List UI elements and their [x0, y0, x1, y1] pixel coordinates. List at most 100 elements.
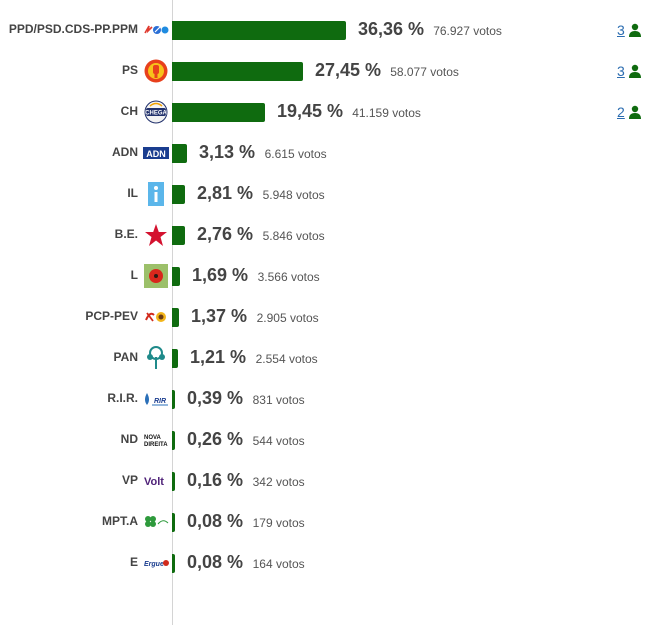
- party-name: ADN: [112, 145, 138, 159]
- volt-logo: Volt: [143, 469, 169, 493]
- result-row: IL 2,81 % 5.948 votos: [0, 174, 668, 215]
- svg-text:RIR: RIR: [154, 398, 166, 405]
- vote-bar: [172, 267, 180, 286]
- party-name: CH: [120, 104, 138, 118]
- seats-indicator: 2: [617, 104, 642, 120]
- vote-bar: [172, 21, 346, 40]
- percentage-label: 27,45 %: [315, 60, 382, 80]
- party-name: PCP-PEV: [85, 309, 138, 323]
- votes-label: 5.846 votos: [262, 229, 325, 243]
- chega-logo: CHEGA: [143, 100, 169, 124]
- person-icon: [628, 23, 642, 37]
- party-name: PAN: [113, 350, 138, 364]
- result-row: PAN 1,21 % 2.554 votos: [0, 338, 668, 379]
- percentage-label: 36,36 %: [358, 19, 425, 39]
- vote-bar: [172, 472, 175, 491]
- percentage-label: 3,13 %: [199, 142, 256, 162]
- result-row: CH CHEGA 19,45 % 41.159 votos 2: [0, 92, 668, 133]
- vote-bar: [172, 185, 185, 204]
- cdu-logo: [143, 305, 169, 329]
- il-logo: [143, 182, 169, 206]
- percentage-label: 2,81 %: [197, 183, 254, 203]
- seat-count-link[interactable]: 3: [617, 22, 625, 38]
- person-icon: [628, 64, 642, 78]
- svg-text:ADN: ADN: [146, 149, 166, 159]
- vote-bar: [172, 103, 265, 122]
- party-name: MPT.A: [102, 514, 138, 528]
- percentage-label: 0,16 %: [187, 470, 244, 490]
- svg-text:Volt: Volt: [144, 476, 164, 488]
- party-name: E: [129, 555, 138, 569]
- votes-label: 3.566 votos: [257, 270, 320, 284]
- rir-logo: RIR: [143, 387, 169, 411]
- party-name: R.I.R.: [107, 391, 138, 405]
- vote-bar: [172, 390, 175, 409]
- percentage-label: 19,45 %: [277, 101, 344, 121]
- vote-bar: [172, 513, 175, 532]
- result-row: B.E. 2,76 % 5.846 votos: [0, 215, 668, 256]
- result-row: PCP-PEV 1,37 % 2.905 votos: [0, 297, 668, 338]
- votes-label: 41.159 votos: [352, 106, 421, 120]
- mpt-clover-logo: [143, 510, 169, 534]
- result-row: PS 27,45 % 58.077 votos 3: [0, 51, 668, 92]
- ad-coalition-logo: [143, 18, 169, 42]
- svg-text:Ergue: Ergue: [144, 561, 164, 568]
- adn-logo: ADN: [143, 141, 169, 165]
- seats-indicator: 3: [617, 22, 642, 38]
- votes-label: 544 votos: [252, 434, 305, 448]
- result-row: E Ergue 0,08 % 164 votos: [0, 543, 668, 584]
- vote-bar: [172, 226, 185, 245]
- votes-label: 2.905 votos: [256, 311, 319, 325]
- party-name: B.E.: [114, 227, 138, 241]
- votes-label: 179 votos: [252, 516, 305, 530]
- percentage-label: 2,76 %: [197, 224, 254, 244]
- percentage-label: 0,08 %: [187, 552, 244, 572]
- percentage-label: 1,21 %: [190, 347, 247, 367]
- vote-bar: [172, 554, 175, 573]
- ergue-te-logo: Ergue: [143, 551, 169, 575]
- be-star-logo: [143, 223, 169, 247]
- result-row: PPD/PSD.CDS-PP.PPM 36,36 % 76.927 votos 3: [0, 10, 668, 51]
- votes-label: 831 votos: [252, 393, 305, 407]
- percentage-label: 1,37 %: [191, 306, 248, 326]
- party-name: IL: [127, 186, 138, 200]
- vote-bar: [172, 144, 187, 163]
- livre-poppy-logo: [143, 264, 169, 288]
- percentage-label: 0,39 %: [187, 388, 244, 408]
- votes-label: 6.615 votos: [264, 147, 327, 161]
- ps-fist-rose-logo: [143, 59, 169, 83]
- votes-label: 58.077 votos: [390, 65, 459, 79]
- result-row: MPT.A 0,08 % 179 votos: [0, 502, 668, 543]
- result-row: ND NOVA DIREITA 0,26 % 544 votos: [0, 420, 668, 461]
- result-row: R.I.R. RIR 0,39 % 831 votos: [0, 379, 668, 420]
- vote-bar: [172, 349, 178, 368]
- party-name: ND: [120, 432, 138, 446]
- vote-bar: [172, 62, 303, 81]
- svg-text:DIREITA: DIREITA: [144, 442, 168, 448]
- vote-bar: [172, 431, 175, 450]
- results-chart: PPD/PSD.CDS-PP.PPM 36,36 % 76.927 votos 3 PS…: [0, 10, 668, 584]
- svg-text:CHEGA: CHEGA: [145, 111, 167, 117]
- votes-label: 76.927 votos: [433, 24, 502, 38]
- seat-count-link[interactable]: 2: [617, 104, 625, 120]
- percentage-label: 0,08 %: [187, 511, 244, 531]
- percentage-label: 1,69 %: [192, 265, 249, 285]
- percentage-label: 0,26 %: [187, 429, 244, 449]
- votes-label: 5.948 votos: [262, 188, 325, 202]
- party-name: L: [130, 268, 138, 282]
- result-row: VP Volt 0,16 % 342 votos: [0, 461, 668, 502]
- seats-indicator: 3: [617, 63, 642, 79]
- vote-bar: [172, 308, 179, 327]
- party-name: PS: [121, 63, 138, 77]
- result-row: ADN ADN 3,13 % 6.615 votos: [0, 133, 668, 174]
- nova-direita-logo: NOVA DIREITA: [143, 428, 169, 452]
- votes-label: 342 votos: [252, 475, 305, 489]
- party-name: PPD/PSD.CDS-PP.PPM: [8, 22, 138, 36]
- party-name: VP: [121, 473, 138, 487]
- votes-label: 164 votos: [252, 557, 305, 571]
- votes-label: 2.554 votos: [255, 352, 318, 366]
- pan-tree-logo: [143, 346, 169, 370]
- result-row: L 1,69 % 3.566 votos: [0, 256, 668, 297]
- seat-count-link[interactable]: 3: [617, 63, 625, 79]
- svg-text:NOVA: NOVA: [144, 435, 162, 441]
